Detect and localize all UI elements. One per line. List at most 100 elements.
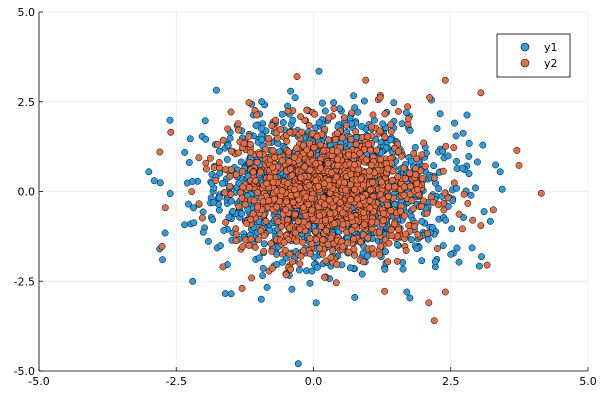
point-y2-1204 — [537, 189, 545, 197]
point-y2-1196 — [312, 177, 320, 185]
point-y2-938 — [347, 170, 355, 178]
point-y2-1148 — [269, 178, 277, 186]
point-y2-896 — [360, 145, 368, 153]
point-y1-1503 — [189, 277, 197, 285]
point-y2-925 — [364, 234, 372, 242]
point-y1-432 — [418, 257, 426, 265]
point-y2-638 — [419, 175, 426, 182]
point-y1-927 — [430, 162, 438, 170]
y-tick-label-2: 0.0 — [18, 186, 36, 199]
point-y1-1218 — [318, 99, 326, 107]
point-y1-1346 — [360, 97, 368, 105]
point-y2-456 — [325, 136, 332, 144]
point-y1-1508 — [351, 293, 359, 301]
point-y1-494 — [465, 152, 473, 160]
legend-marker-y1 — [520, 42, 530, 52]
point-y2-104 — [455, 210, 463, 218]
point-y2-424 — [260, 232, 268, 240]
point-y2-1156 — [278, 187, 286, 195]
point-y1-282 — [465, 170, 473, 178]
point-y1-356 — [382, 248, 389, 256]
point-y2-1052 — [266, 173, 274, 181]
point-y2-1107 — [285, 224, 293, 232]
point-y1-1325 — [215, 194, 223, 202]
point-y2-1103 — [377, 191, 384, 199]
point-y1-1141 — [294, 360, 302, 368]
point-y2-992 — [284, 179, 292, 187]
point-y2-1185 — [322, 216, 329, 224]
y-tick-label-4: 5.0 — [18, 6, 36, 19]
point-y1-1297 — [452, 132, 460, 140]
point-y1-1105 — [444, 152, 452, 160]
point-y1-1107 — [473, 158, 481, 166]
point-y2-999 — [227, 190, 235, 198]
point-y2-1131 — [310, 144, 318, 152]
point-y2-487 — [376, 251, 384, 259]
point-y2-1149 — [286, 165, 294, 173]
point-y1-170 — [451, 119, 458, 127]
point-y2-1040 — [273, 203, 281, 211]
point-y1-1390 — [418, 217, 426, 225]
point-y1-190 — [295, 266, 303, 274]
legend: y1 y2 — [496, 33, 571, 78]
point-y2-1097 — [257, 168, 265, 176]
point-y2-704 — [384, 192, 392, 200]
point-y2-914 — [338, 134, 346, 142]
point-y2-1126 — [289, 198, 297, 206]
point-y1-1244 — [442, 216, 450, 224]
plot-points — [145, 67, 545, 368]
point-y2-282 — [394, 107, 402, 115]
point-y2-1178 — [317, 222, 325, 230]
point-y2-30 — [409, 205, 417, 213]
point-y2-1124 — [384, 165, 392, 173]
point-y2-809 — [235, 202, 243, 210]
point-y2-1158 — [221, 189, 229, 197]
point-y2-775 — [291, 210, 299, 218]
point-y2-1139 — [268, 122, 276, 130]
point-y2-1182 — [460, 190, 468, 198]
point-y2-978 — [367, 186, 374, 194]
point-y2-995 — [305, 182, 313, 189]
point-y2-308 — [377, 242, 385, 250]
point-y2-1102 — [239, 183, 247, 191]
point-y2-1189 — [286, 128, 294, 136]
point-y1-1513 — [472, 184, 479, 192]
point-y1-1506 — [315, 67, 323, 75]
legend-marker-y2 — [520, 58, 530, 68]
point-y2-971 — [311, 110, 319, 118]
point-y2-764 — [328, 169, 336, 177]
point-y2-1112 — [234, 120, 242, 128]
point-y2-929 — [284, 216, 292, 224]
point-y2-920 — [283, 198, 291, 206]
point-y1-483 — [288, 285, 296, 293]
point-y2-1069 — [249, 168, 257, 176]
point-y1-803 — [278, 110, 286, 118]
point-y2-47 — [433, 245, 441, 252]
x-tick-label-0: -5.0 — [28, 375, 49, 388]
point-y2-1208 — [219, 263, 227, 271]
point-y1-366 — [455, 258, 463, 266]
point-y2-388 — [420, 139, 428, 147]
point-y2-969 — [278, 157, 286, 165]
point-y1-1354 — [161, 229, 169, 237]
point-y2-1140 — [215, 158, 223, 166]
point-y2-661 — [312, 228, 320, 235]
point-y1-1406 — [217, 242, 224, 250]
point-y2-468 — [222, 166, 229, 173]
point-y2-684 — [351, 251, 359, 259]
point-y1-388 — [467, 191, 475, 199]
point-y2-414 — [515, 161, 523, 169]
point-y2-890 — [483, 261, 491, 269]
point-y2-513 — [281, 246, 289, 254]
point-y1-1482 — [431, 258, 439, 266]
point-y2-1066 — [280, 238, 288, 246]
point-y1-1176 — [199, 208, 207, 216]
point-y2-976 — [238, 167, 246, 175]
point-y1-1497 — [215, 147, 223, 155]
point-y2-834 — [329, 247, 337, 255]
point-y2-984 — [406, 182, 414, 190]
point-y2-178 — [330, 105, 338, 112]
point-y2-1161 — [347, 213, 355, 221]
point-y1-423 — [166, 116, 174, 124]
point-y2-707 — [442, 142, 450, 150]
